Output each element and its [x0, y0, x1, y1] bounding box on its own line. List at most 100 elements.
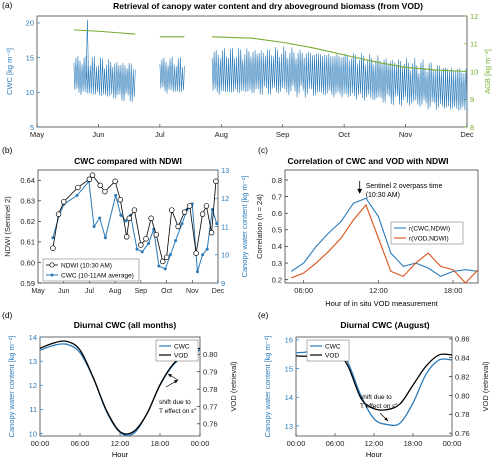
panel-a-x-tick-label: Nov — [399, 130, 413, 139]
panel-a-agb-line — [212, 36, 468, 73]
panel-c-left-tick-label: 0.4 — [272, 242, 282, 251]
panel-b-ndwi-point — [97, 182, 103, 189]
panel-b-left-tick-label: 0.63 — [20, 197, 35, 206]
panel-c-legend-box — [390, 221, 464, 245]
panel-c-title: Correlation of CWC and VOD with NDWI — [287, 156, 448, 166]
panel-b-ndwi-point — [213, 178, 219, 185]
panel-b-cwc-point — [201, 253, 205, 257]
panel-e-legend-box — [306, 339, 350, 362]
panel-e-annotation-line1: shift due to — [360, 394, 392, 401]
panel-a-right-tick-label: 12 — [470, 12, 478, 21]
panel-e-legend-vod-label: VOD — [325, 353, 339, 360]
panel-b-ndwi-point — [75, 184, 81, 191]
panel-c-left-tick-label: 0.5 — [272, 226, 282, 235]
panel-a-title: Retrieval of canopy water content and dr… — [113, 1, 423, 11]
panel-e-legend-cwc-label: CWC — [325, 344, 341, 351]
panel-c-left-tick-label: 0.7 — [272, 192, 282, 201]
panel-c-letter: (c) — [258, 145, 268, 155]
panel-d-chart: 10 11 12 13 14 0.76 0.77 0.78 0.79 0.80 00:00 06:00… — [7, 333, 238, 459]
panel-a-x-tick-label: Oct — [338, 130, 351, 139]
panel-b-cwc-point — [180, 222, 184, 226]
panel-b-ndwi-point — [143, 236, 149, 242]
panel-d-left-tick-label: 14 — [29, 333, 37, 342]
panel-a-right-tick-label: 10 — [470, 67, 478, 76]
panel-b-x-tick-label: Jun — [58, 288, 69, 295]
panel-b-right-tick-label: 11 — [221, 222, 229, 231]
panel-d-left-tick-label: 12 — [29, 381, 37, 390]
panel-c-ylabel: Correlation (n = 24) — [255, 194, 264, 259]
panel-d-annotation-line1: shift due to — [159, 399, 191, 406]
panel-b-cwc-point — [215, 222, 219, 226]
panel-a-chart: 5 10 15 20 8 9 10 11 12 May Jun Jul Aug Sep Oct Nov Dec C… — [5, 12, 492, 139]
panel-e-annotation-line2: T effect on ε″ — [360, 403, 398, 410]
panel-e-x-tick-label: 06:00 — [326, 439, 345, 448]
panel-c-legend-cwc-label: r(CWC,NDWI) — [409, 226, 450, 233]
panel-b-x-tick-label: Jul — [85, 288, 94, 295]
panel-d-left-tick-label: 13 — [29, 357, 37, 366]
panel-a-cwc-line — [73, 55, 136, 103]
panel-e-x-tick-label: 00:00 — [287, 439, 306, 448]
panel-b-ndwi-point — [102, 188, 108, 195]
panel-e-ylabel: Canopy water content [kg m⁻²] — [263, 336, 272, 438]
panel-b-title: CWC compared with NDWI — [74, 156, 182, 166]
panel-d-x-tick-label: 00:00 — [191, 439, 210, 448]
panel-a-left-tick-label: 20 — [26, 19, 34, 28]
panel-b-cwc-point — [114, 193, 118, 197]
panel-d-ylabel: Canopy water content [kg m⁻²] — [7, 336, 16, 438]
panel-b-ndwi-point — [168, 207, 175, 213]
panel-b-legend-ndwi-label: NDWI (10:30 AM) — [61, 263, 112, 270]
panel-d-y2label: VOD (retrieval) — [229, 361, 238, 412]
panel-c-annotation-line1: Sentinel 2 overpass time — [366, 183, 443, 190]
panel-c-x-tick-label: 18:00 — [444, 286, 463, 295]
panel-b-ndwi-point — [163, 254, 170, 261]
panel-a-right-tick-label: 9 — [470, 95, 474, 104]
panel-d-right-tick-label: 0.80 — [203, 350, 218, 359]
panel-b-ndwi-point — [193, 250, 199, 256]
panel-b-right-tick-label: 13 — [221, 166, 229, 175]
panel-a-x-tick-label: Jul — [155, 130, 165, 139]
panel-b-ndwi-point — [186, 203, 193, 209]
panel-a-x-tick-label: Aug — [215, 130, 228, 139]
panel-e-letter: (e) — [258, 310, 269, 320]
panel-b-cwc-point — [147, 241, 151, 245]
panel-a-cwc-line — [211, 46, 468, 111]
panel-b-legend-ndwi-marker — [49, 262, 55, 268]
panel-d-annotation-arrowhead — [174, 380, 178, 384]
panel-b-ndwi-point — [50, 245, 56, 251]
panel-b-cwc-line — [52, 180, 218, 272]
panel-b-left-tick-label: 0.60 — [20, 258, 35, 267]
panel-b-ndwi-point — [117, 197, 124, 203]
panel-e-right-tick-label: 0.78 — [455, 410, 470, 419]
panel-b-legend-box — [42, 258, 140, 282]
panel-b-letter: (b) — [2, 145, 13, 155]
panel-b-legend-cwc-marker — [50, 273, 54, 277]
panel-b-cwc-point — [157, 264, 161, 268]
panel-a-x-tick-label: Jun — [92, 130, 104, 139]
panel-b-x-tick-label: May — [31, 288, 45, 295]
panel-b-ndwi-point — [199, 211, 206, 217]
panel-d-annotation-line2: T effect on ε″ — [159, 408, 197, 415]
panel-d-title: Diurnal CWC (all months) — [74, 320, 177, 330]
panel-d-x-tick-label: 06:00 — [71, 439, 90, 448]
panel-d-letter: (d) — [2, 310, 13, 320]
panel-a-x-tick-label: Dec — [460, 130, 474, 139]
panel-d-right-tick-label: 0.76 — [203, 420, 218, 429]
panel-c-x-tick-label: 06:00 — [294, 286, 313, 295]
panel-a-left-tick-label: 5 — [30, 123, 34, 132]
panel-a-agb-line — [73, 29, 136, 35]
panel-b-chart: 0.59 0.60 0.61 0.62 0.63 0.64 9 10 11 12 13 May Jun J… — [3, 166, 249, 295]
panel-b-x-tick-label: Dec — [212, 288, 225, 295]
panel-b-cwc-point — [103, 236, 107, 240]
panel-b-ndwi-point — [89, 172, 96, 178]
panel-b-ndwi-point — [148, 215, 154, 222]
panel-e-x-tick-label: 00:00 — [443, 439, 462, 448]
panel-e-annotation-arrowhead — [384, 417, 388, 421]
panel-d-x-tick-label: 12:00 — [111, 439, 130, 448]
panel-a-x-tick-label: May — [30, 130, 44, 139]
panel-a-left-tick-label: 10 — [26, 88, 34, 97]
panel-b-cwc-point — [205, 247, 209, 251]
panel-d-x-tick-label: 18:00 — [151, 439, 170, 448]
panel-d-right-tick-label: 0.78 — [203, 385, 218, 394]
panel-b-cwc-point — [168, 253, 172, 257]
